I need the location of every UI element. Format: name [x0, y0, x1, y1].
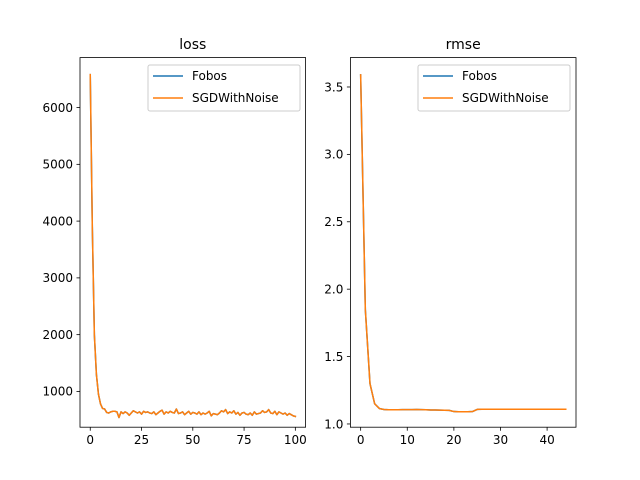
rmse-axes-frame [349, 57, 577, 428]
loss-y-tick-label: 6000 [42, 101, 73, 115]
rmse-legend-label-fobos: Fobos [462, 69, 497, 83]
loss-x-tick-label: 0 [86, 433, 94, 447]
rmse-y-tick-label: 2.5 [324, 215, 343, 229]
rmse-plot-area: 0 10 20 30 40 1.0 1.5 2.0 2.5 3.0 3.5 [324, 57, 577, 447]
loss-x-tick-label: 75 [236, 433, 251, 447]
rmse-x-tick-label: 40 [539, 433, 554, 447]
rmse-y-tick-label: 3.0 [324, 148, 343, 162]
loss-y-tick-label: 5000 [42, 158, 73, 172]
rmse-y-tick-label: 1.5 [324, 350, 343, 364]
rmse-x-tick-label: 10 [400, 433, 415, 447]
loss-panel: loss 0 25 50 75 100100020003000400050006000 … [42, 37, 306, 447]
rmse-panel-title: rmse [446, 37, 481, 53]
rmse-legend-label-sgdwithnoise: SGDWithNoise [462, 91, 549, 105]
loss-x-tick-label: 50 [185, 433, 200, 447]
rmse-x-tick-label: 30 [493, 433, 508, 447]
rmse-panel: rmse 0 10 20 30 40 1.0 1.5 2.0 2.5 3.0 3.5 Fobos S… [324, 37, 577, 447]
loss-legend: Fobos SGDWithNoise [147, 64, 301, 112]
loss-y-tick-label: 1000 [42, 385, 73, 399]
rmse-series-line-sgdwithnoise [359, 74, 567, 413]
rmse-x-tick-label: 20 [446, 433, 461, 447]
loss-y-tick-label: 4000 [42, 214, 73, 228]
loss-plot-area: 0 25 50 75 100 1000 2000 3000 4000 5000 6000 [42, 57, 307, 447]
rmse-y-tick-label: 3.5 [324, 80, 343, 94]
loss-legend-box [147, 64, 301, 112]
rmse-y-tick-label: 2.0 [324, 282, 343, 296]
loss-y-tick-label: 3000 [42, 271, 73, 285]
loss-y-tick-label: 2000 [42, 328, 73, 342]
loss-legend-label-sgdwithnoise: SGDWithNoise [192, 91, 279, 105]
rmse-legend: Fobos SGDWithNoise [417, 64, 571, 112]
rmse-x-tick-label: 0 [357, 433, 365, 447]
rmse-legend-box [417, 64, 571, 112]
loss-panel-title: loss [179, 37, 206, 53]
loss-series-line-sgdwithnoise [89, 73, 297, 419]
loss-x-tick-label: 100 [284, 433, 307, 447]
loss-x-tick-label: 25 [134, 433, 149, 447]
rmse-y-tick-label: 1.0 [324, 417, 343, 431]
loss-legend-label-fobos: Fobos [192, 69, 227, 83]
